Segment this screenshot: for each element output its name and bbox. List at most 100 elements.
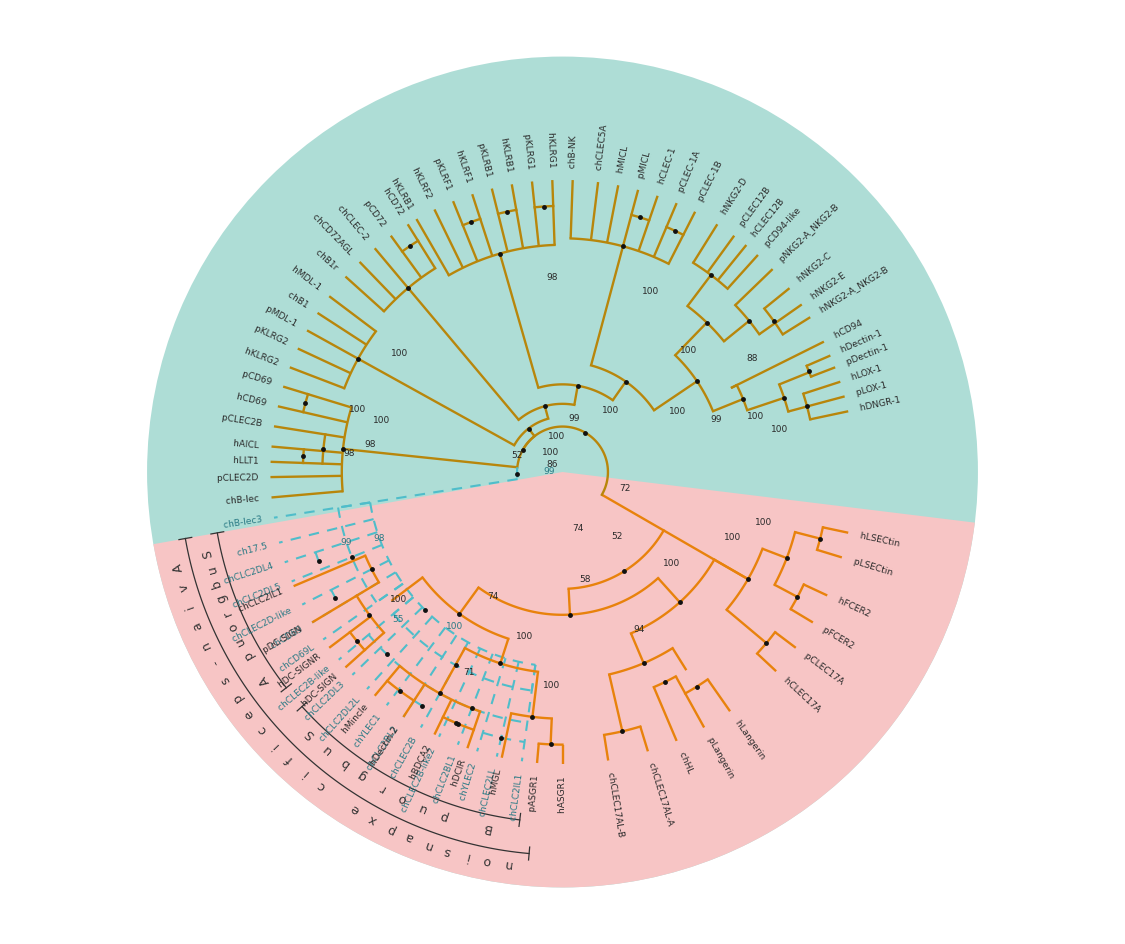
Text: v: v xyxy=(177,582,191,593)
Text: b: b xyxy=(209,578,224,589)
Text: hDC-SIGNR: hDC-SIGNR xyxy=(277,649,326,689)
Text: hLangerin: hLangerin xyxy=(730,714,767,761)
Text: pNKG2-A_NKG2-B: pNKG2-A_NKG2-B xyxy=(774,203,842,268)
Text: r: r xyxy=(220,608,234,617)
Text: chB-lec3: chB-lec3 xyxy=(223,514,268,531)
Text: 100: 100 xyxy=(680,346,698,355)
Text: s: s xyxy=(218,674,233,686)
Text: chB1: chB1 xyxy=(286,290,315,313)
Text: p: p xyxy=(384,821,397,836)
Text: chCD69L: chCD69L xyxy=(278,640,321,673)
Text: chCLEC2B-like2: chCLEC2B-like2 xyxy=(400,741,440,814)
Text: 100: 100 xyxy=(771,426,788,434)
Text: pKLRB1: pKLRB1 xyxy=(476,142,495,183)
Text: i: i xyxy=(183,603,197,611)
Text: o: o xyxy=(226,621,241,633)
Wedge shape xyxy=(153,472,975,887)
Text: pCLEC-1B: pCLEC-1B xyxy=(694,160,724,208)
Text: chCLC2BL1: chCLC2BL1 xyxy=(431,750,460,805)
Text: hCD94: hCD94 xyxy=(828,319,864,343)
Text: 100: 100 xyxy=(392,349,408,358)
Text: 99: 99 xyxy=(568,413,579,423)
Text: hKLRB1: hKLRB1 xyxy=(500,137,515,178)
Text: 100: 100 xyxy=(446,622,463,631)
Text: hNKG2-A_NKG2-B: hNKG2-A_NKG2-B xyxy=(813,265,890,317)
Text: o: o xyxy=(396,790,408,805)
Text: chCLEC17AL-A: chCLEC17AL-A xyxy=(646,756,675,827)
Text: A: A xyxy=(256,673,272,688)
Text: 72: 72 xyxy=(620,484,631,494)
Text: 100: 100 xyxy=(642,287,659,295)
Text: hKLRF2: hKLRF2 xyxy=(411,166,435,206)
Text: 100: 100 xyxy=(516,632,533,641)
Text: e: e xyxy=(242,707,256,721)
Text: hLSECtin: hLSECtin xyxy=(854,530,901,548)
Text: chCLC2DL5: chCLC2DL5 xyxy=(231,580,287,610)
Text: hMDL-1: hMDL-1 xyxy=(289,264,326,295)
Text: e: e xyxy=(348,801,361,817)
Text: chB-NK: chB-NK xyxy=(568,135,578,174)
Text: i: i xyxy=(464,850,470,863)
Text: 100: 100 xyxy=(747,412,765,421)
Text: 88: 88 xyxy=(746,354,757,362)
Text: pLangerin: pLangerin xyxy=(703,731,736,780)
Text: i: i xyxy=(270,739,281,750)
Text: chB1r: chB1r xyxy=(314,247,343,276)
Text: 74: 74 xyxy=(572,524,583,533)
Text: 100: 100 xyxy=(542,448,559,457)
Text: s: s xyxy=(442,844,452,858)
Text: chCD69: chCD69 xyxy=(269,622,309,650)
Text: hLOX-1: hLOX-1 xyxy=(845,364,883,384)
Text: 100: 100 xyxy=(723,532,740,542)
Text: n: n xyxy=(503,857,512,871)
Text: pMICL: pMICL xyxy=(636,150,652,185)
Text: g: g xyxy=(356,768,370,784)
Text: pKLRG1: pKLRG1 xyxy=(522,133,536,176)
Text: pDC-SIGN: pDC-SIGN xyxy=(261,622,309,655)
Text: pASGR1: pASGR1 xyxy=(529,769,541,812)
Text: r: r xyxy=(377,781,387,795)
Text: 98: 98 xyxy=(374,534,385,543)
Text: hKLRB1: hKLRB1 xyxy=(389,177,417,215)
Text: p: p xyxy=(229,690,244,704)
Text: S: S xyxy=(201,548,216,559)
Text: hDectin-2: hDectin-2 xyxy=(369,720,404,767)
Text: B: B xyxy=(482,820,493,834)
Text: hNKG2-E: hNKG2-E xyxy=(804,271,847,304)
Text: chYLEC1: chYLEC1 xyxy=(352,708,386,749)
Text: 100: 100 xyxy=(542,682,560,690)
Text: g: g xyxy=(214,592,229,604)
Text: o: o xyxy=(483,853,493,868)
Text: chCLC2DL3: chCLC2DL3 xyxy=(304,676,351,722)
Text: S: S xyxy=(303,726,317,741)
Text: chCLEC2LL: chCLEC2LL xyxy=(478,762,500,818)
Text: hLLT1: hLLT1 xyxy=(233,456,264,466)
Text: chCLEC5A: chCLEC5A xyxy=(594,124,610,177)
Text: pLSECtin: pLSECtin xyxy=(847,555,893,577)
Text: hFCER2: hFCER2 xyxy=(831,594,872,619)
Text: hAICL: hAICL xyxy=(233,439,266,450)
Text: a: a xyxy=(190,620,205,632)
Text: pCD94-like: pCD94-like xyxy=(759,206,802,253)
Text: pCLEC2B: pCLEC2B xyxy=(222,413,268,430)
Text: c: c xyxy=(314,779,327,793)
Text: pFCER2: pFCER2 xyxy=(816,622,855,650)
Text: hKLRF1: hKLRF1 xyxy=(453,149,475,190)
Wedge shape xyxy=(147,57,978,887)
Text: 86: 86 xyxy=(546,460,558,469)
Text: n: n xyxy=(198,638,214,650)
Text: 100: 100 xyxy=(664,559,681,568)
Text: chCLEC2B-like: chCLEC2B-like xyxy=(277,661,336,713)
Text: u: u xyxy=(233,634,249,648)
Text: pCD69: pCD69 xyxy=(241,370,278,389)
Text: u: u xyxy=(205,564,219,574)
Text: pCLEC2D: pCLEC2D xyxy=(217,473,264,482)
Text: hDectin-1: hDectin-1 xyxy=(835,329,884,357)
Text: hNKG2-D: hNKG2-D xyxy=(717,177,749,221)
Text: pMDL-1: pMDL-1 xyxy=(264,304,304,331)
Text: pKLRF1: pKLRF1 xyxy=(432,157,454,197)
Text: hNKG2-C: hNKG2-C xyxy=(792,251,834,288)
Text: ch17.5: ch17.5 xyxy=(236,540,273,558)
Text: 100: 100 xyxy=(668,407,686,415)
Text: hCD72: hCD72 xyxy=(381,186,408,221)
